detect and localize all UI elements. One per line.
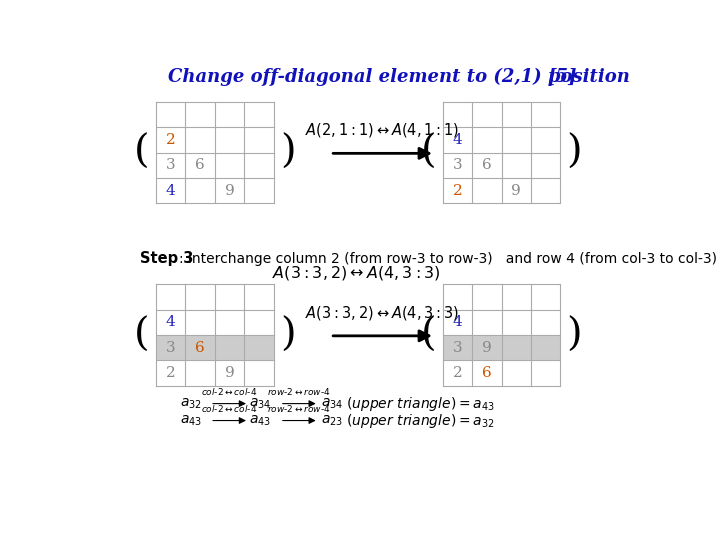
Text: 3: 3 [453,341,462,355]
Text: 3: 3 [166,158,176,172]
Bar [443,335,560,361]
Text: 3: 3 [166,341,176,355]
Text: $(upper\ triangle)=a_{32}$: $(upper\ triangle)=a_{32}$ [346,411,494,429]
Text: 4: 4 [452,315,462,329]
Text: 9: 9 [482,341,492,355]
Text: $row\text{-}2\leftrightarrow row\text{-}4$: $row\text{-}2\leftrightarrow row\text{-}… [267,387,331,397]
Text: 6: 6 [482,158,492,172]
Text: 2: 2 [166,133,176,147]
Text: Step 3: Step 3 [140,251,194,266]
Text: $a_{43}$: $a_{43}$ [180,413,202,428]
Text: (: ( [134,134,150,171]
Text: $A(3{:}3,2)\leftrightarrow A(4,3{:}3)$: $A(3{:}3,2)\leftrightarrow A(4,3{:}3)$ [272,264,441,282]
Text: 4: 4 [166,315,176,329]
Text: (: ( [134,316,150,354]
Text: 4: 4 [452,133,462,147]
Text: 2: 2 [452,366,462,380]
Text: $A(3{:}3,2)\leftrightarrow A(4,3{:}3)$: $A(3{:}3,2)\leftrightarrow A(4,3{:}3)$ [305,304,459,322]
Text: ): ) [567,134,582,171]
Text: (: ( [420,134,436,171]
Text: 2: 2 [166,366,176,380]
Text: (: ( [420,316,436,354]
Text: $a_{34}$: $a_{34}$ [249,396,271,411]
Text: $a_{43}$: $a_{43}$ [249,413,271,428]
Text: $a_{32}$: $a_{32}$ [180,396,202,411]
Text: $a_{34}$: $a_{34}$ [320,396,343,411]
Text: $col\text{-}2\leftrightarrow col\text{-}4$: $col\text{-}2\leftrightarrow col\text{-}… [202,387,258,397]
Text: 9: 9 [225,184,235,198]
Text: : interchange column 2 (from row-3 to row-3)   and row 4 (from col-3 to col-3): : interchange column 2 (from row-3 to ro… [179,252,717,266]
Text: ): ) [280,134,295,171]
Text: 9: 9 [225,366,235,380]
Text: 6: 6 [482,366,492,380]
Text: $a_{23}$: $a_{23}$ [321,413,343,428]
Text: $(upper\ triangle)=a_{43}$: $(upper\ triangle)=a_{43}$ [346,395,495,413]
Text: $col\text{-}2\leftrightarrow col\text{-}4$: $col\text{-}2\leftrightarrow col\text{-}… [202,403,258,414]
Text: Change off-diagonal element to (2,1) position: Change off-diagonal element to (2,1) pos… [168,68,629,86]
Text: ): ) [280,316,295,354]
Bar [156,335,274,361]
Text: 3: 3 [453,158,462,172]
Text: ): ) [567,316,582,354]
Text: 6: 6 [195,341,205,355]
Text: 2: 2 [452,184,462,198]
Text: $row\text{-}2\leftrightarrow row\text{-}4$: $row\text{-}2\leftrightarrow row\text{-}… [267,403,331,414]
Text: 4: 4 [166,184,176,198]
Text: $A(2,1{:}1)\leftrightarrow A(4,1{:}1)$: $A(2,1{:}1)\leftrightarrow A(4,1{:}1)$ [305,122,459,139]
Text: [5]: [5] [547,68,577,86]
Text: 6: 6 [195,158,205,172]
Text: 9: 9 [511,184,521,198]
